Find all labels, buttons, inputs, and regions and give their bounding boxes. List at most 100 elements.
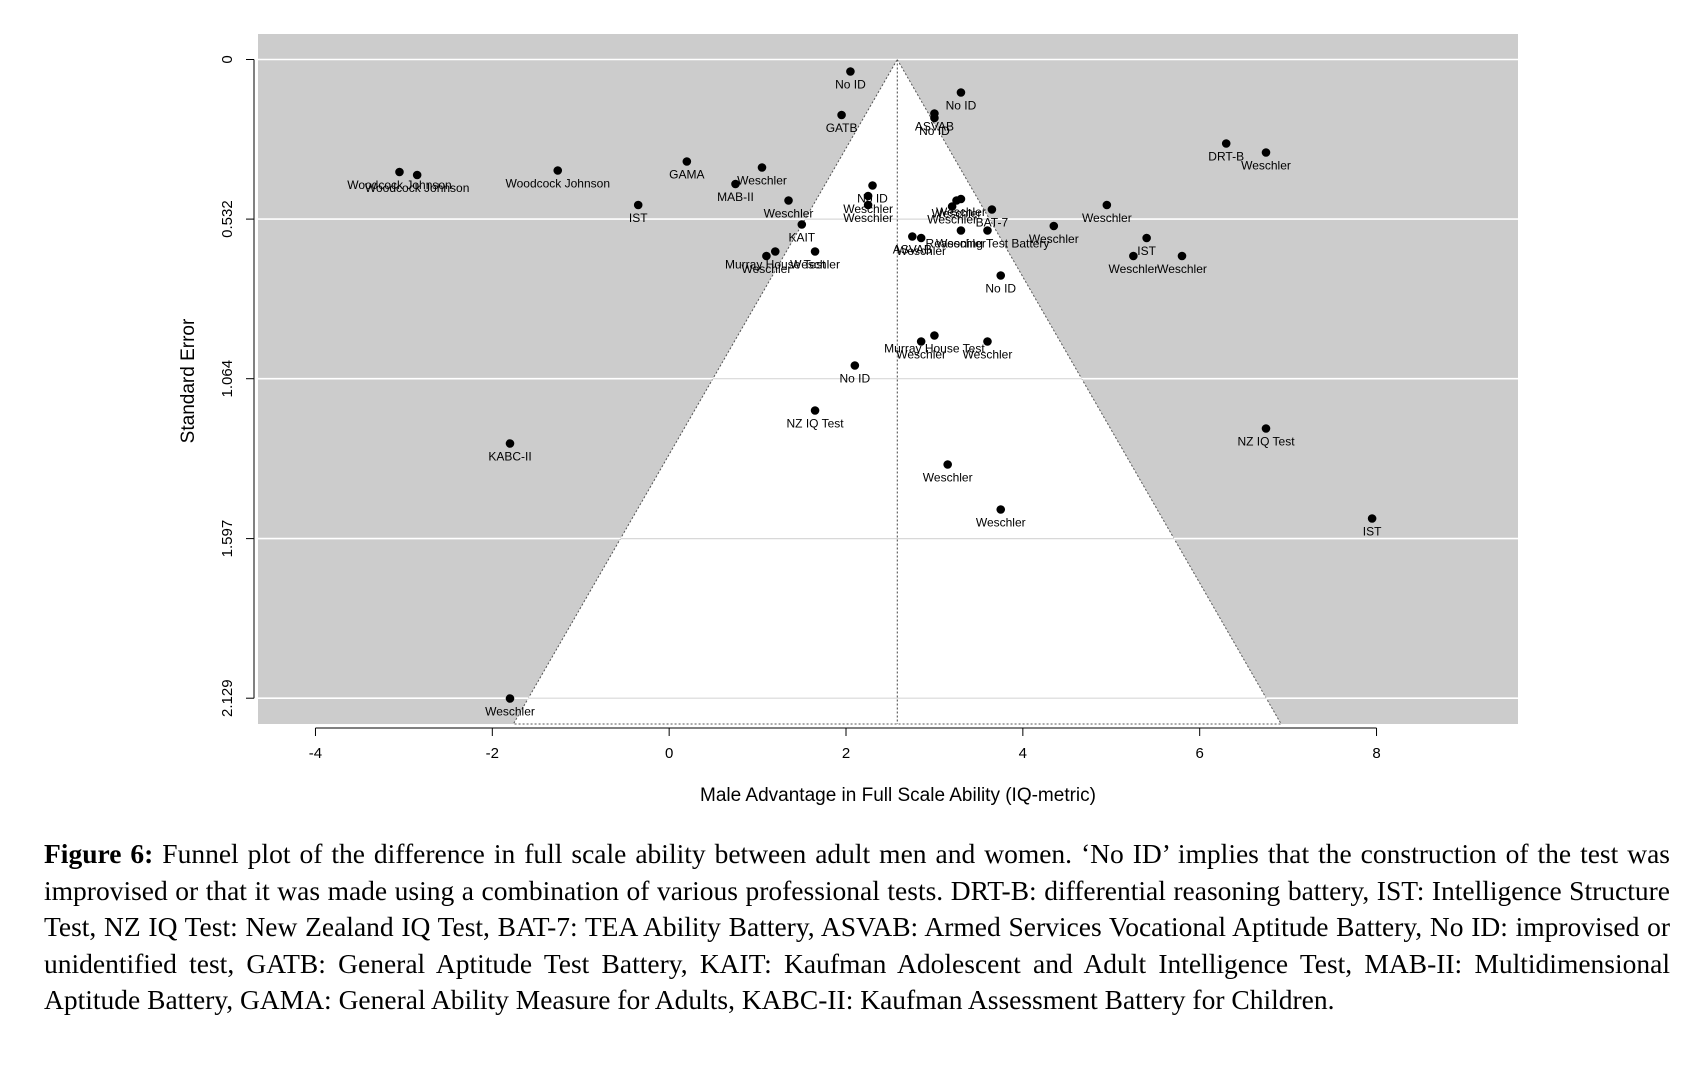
data-point-label: Murray House Test [884, 342, 985, 356]
data-point-label: KAIT [788, 231, 815, 245]
data-point-label: Weschler [936, 237, 986, 251]
x-axis: -4 -2 0 2 4 6 8 [309, 727, 1381, 762]
data-point [505, 439, 515, 448]
data-point-label: Weschler [927, 213, 977, 227]
data-point-label: Weschler [896, 348, 946, 362]
data-point [930, 113, 939, 123]
x-tick-label: 2 [842, 745, 850, 762]
data-point [505, 694, 515, 703]
data-point [983, 226, 992, 235]
data-point-label: DRT-B [1208, 150, 1244, 164]
data-point [868, 181, 877, 190]
data-point-label: Weschler [1029, 232, 1079, 246]
data-point-label: Weschler [976, 516, 1026, 530]
data-point-label: BAT-7 [976, 216, 1009, 230]
data-point-label: Weschler [923, 471, 973, 485]
data-point-label: ASVAB [915, 120, 954, 134]
y-axis: 0 0.532 1.064 1.597 2.129 [219, 55, 255, 717]
data-point [916, 233, 926, 243]
data-point-label: Weschler [896, 244, 946, 258]
data-point-label: No ID [835, 78, 866, 92]
y-tick-label: 2.129 [219, 679, 236, 717]
data-point-label: KABC-II [488, 450, 531, 464]
data-point [395, 167, 404, 177]
figure-caption: Figure 6: Funnel plot of the difference … [44, 836, 1670, 1019]
funnel-plot: -4 -2 0 2 4 6 8 0 0.532 1.064 1.597 2.129 No ID No … [178, 34, 1518, 806]
data-point-label: GAMA [669, 168, 704, 182]
data-point [1102, 200, 1112, 210]
data-point [983, 337, 992, 346]
data-point-label: Woodcock Johnson [505, 177, 610, 191]
y-tick-label: 1.064 [219, 360, 236, 398]
x-tick-label: -2 [486, 745, 499, 762]
x-tick-label: 4 [1019, 745, 1027, 762]
data-point-label: Weschler [737, 174, 787, 188]
data-point-label: NZ IQ Test [1237, 435, 1295, 449]
data-point [846, 67, 855, 76]
data-point-label: Murray House Test [725, 258, 826, 272]
data-point [956, 88, 966, 97]
data-point-label: MAB-II [717, 190, 754, 204]
data-point [947, 202, 957, 211]
data-point [1221, 139, 1231, 148]
data-point [1049, 221, 1059, 231]
data-point-label: Reasoning Test Battery [926, 237, 1050, 251]
data-point [810, 406, 820, 415]
data-point [956, 226, 966, 235]
data-points [395, 67, 1377, 703]
data-point [810, 247, 820, 256]
data-point [987, 205, 997, 214]
data-point-label: Weschler [1108, 262, 1158, 276]
data-point [916, 337, 926, 346]
y-tick-label: 1.597 [219, 520, 236, 558]
data-point [412, 170, 422, 180]
data-point [553, 166, 563, 175]
data-point [1367, 514, 1377, 523]
y-tick-label: 0.532 [219, 200, 236, 238]
data-point [633, 200, 643, 210]
data-point [863, 200, 873, 210]
data-point [1142, 233, 1151, 243]
data-point-label: NZ IQ Test [786, 417, 844, 431]
data-point-label: IST [1137, 244, 1156, 258]
data-point-label: Weschler [790, 258, 840, 272]
data-point-label: Weschler [963, 348, 1013, 362]
data-point [731, 179, 740, 189]
figure-caption-label: Figure 6: [44, 838, 154, 869]
data-point [996, 271, 1006, 280]
data-point-label: ASVAB [893, 243, 932, 257]
data-point [996, 505, 1006, 514]
data-point-label: Weschler [932, 207, 982, 221]
figure-caption-text: Funnel plot of the difference in full sc… [44, 838, 1671, 1015]
data-point [850, 361, 860, 370]
data-point [770, 247, 780, 256]
data-point-label: Weschler [1082, 211, 1132, 225]
data-point [1177, 251, 1187, 261]
data-point-label: No ID [946, 99, 977, 113]
data-point [762, 251, 771, 261]
y-tick-label: 0 [219, 55, 236, 63]
data-point-label: No ID [857, 192, 888, 206]
x-tick-label: -4 [309, 745, 322, 762]
data-point-label: Weschler [764, 207, 814, 221]
data-point-label: Weschler [1241, 159, 1291, 173]
data-point-label: GATB [826, 121, 858, 135]
y-axis-title: Standard Error [178, 318, 199, 443]
data-point [757, 163, 767, 172]
data-point [956, 194, 966, 204]
data-point [943, 460, 952, 469]
data-point-label: Weschler [843, 202, 893, 216]
data-point-label: No ID [985, 282, 1016, 296]
data-point [797, 220, 807, 229]
data-point [1261, 148, 1271, 157]
data-point [908, 232, 917, 241]
data-point-label: No ID [919, 124, 950, 138]
data-point [837, 110, 846, 120]
data-point-label: IST [1363, 525, 1382, 539]
data-point-label: Weschler [485, 705, 535, 719]
data-point [682, 157, 692, 166]
data-point-label: Weschler [1157, 262, 1207, 276]
x-tick-label: 0 [665, 745, 673, 762]
data-point [1129, 251, 1138, 261]
